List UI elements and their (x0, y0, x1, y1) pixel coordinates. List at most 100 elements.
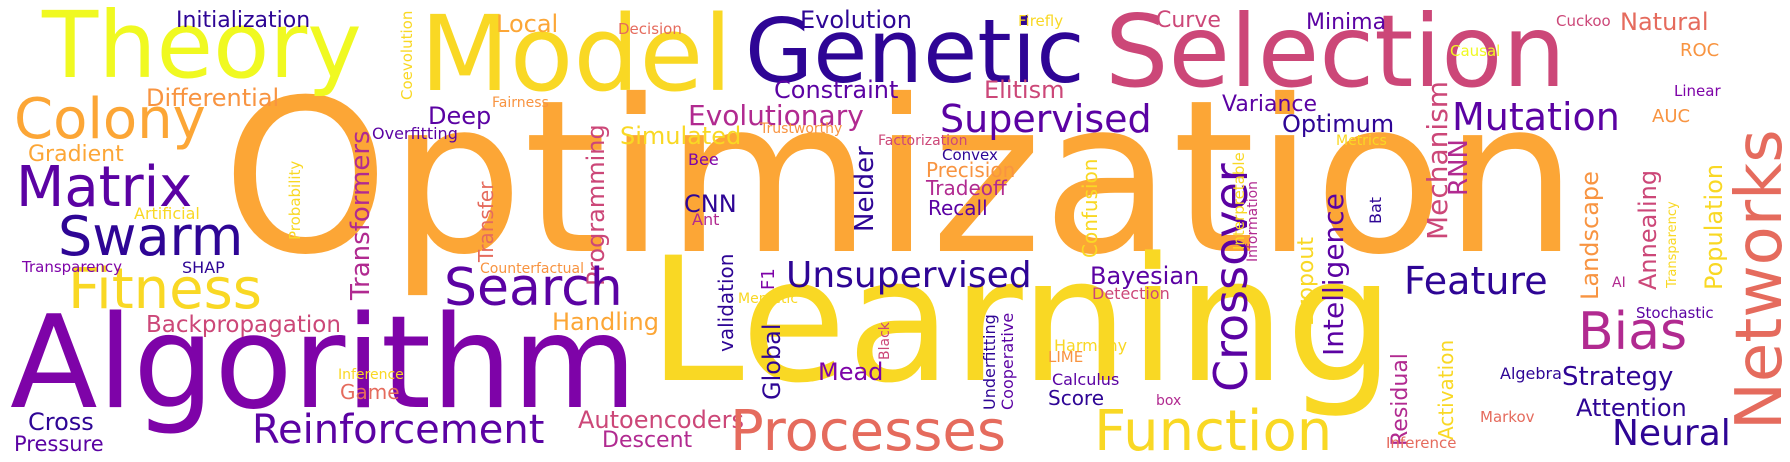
word-bee: Bee (688, 150, 719, 169)
word-dropout: Dropout (1294, 237, 1319, 326)
word-natural: Natural (1620, 8, 1709, 36)
word-matrix: Matrix (16, 155, 193, 220)
word-confusion: Confusion (1078, 158, 1102, 258)
word-genetic: Genetic (745, 0, 1085, 103)
word-mutation: Mutation (1452, 95, 1620, 139)
word-precision: Precision (926, 158, 1016, 182)
word-curve: Curve (1156, 8, 1221, 33)
word-game: Inference (338, 367, 404, 383)
word-bayesian: Bayesian (1090, 262, 1200, 290)
word-autoencoders: Pressure (14, 432, 104, 456)
word-coevolution: Coevolution (398, 10, 416, 100)
word-fitness: Fitness (68, 257, 262, 322)
word-feature: Feature (1404, 259, 1548, 303)
word-ant: Ant (692, 210, 720, 229)
word-validation: validation (714, 253, 738, 352)
word-convex: Convex (942, 146, 998, 164)
word-fairness: Fairness (492, 95, 549, 111)
word-counterfactual: SHAP (182, 258, 225, 277)
word-trustworthy: Trustworthy (760, 121, 843, 137)
word-f1: F1 (758, 268, 779, 290)
word-causal: Causal (1450, 42, 1501, 60)
word-harmony: Harmony (1054, 336, 1128, 355)
word-bat: Bat (1366, 196, 1385, 224)
word-cross: Game (340, 380, 400, 404)
word-intelligence: Intelligence (1317, 193, 1350, 356)
word-markov-visible: Markov (1480, 408, 1535, 426)
word-activation: Activation (1434, 339, 1458, 440)
word-elitism: Elitism (984, 76, 1065, 104)
word-recall: Recall (928, 196, 988, 220)
word-gradient: Gradient (28, 142, 124, 167)
word-cnn: CNN (684, 190, 737, 218)
word-box: box (1156, 393, 1182, 409)
word-optimum: Optimum (1282, 110, 1395, 138)
word-algorithm: Algorithm (10, 289, 637, 438)
word-optimization: Optimization (222, 54, 1579, 301)
word-strategy: Strategy (1562, 362, 1674, 392)
word-underfitting: Underfitting (980, 314, 999, 410)
word-probability: Probability (286, 160, 304, 240)
word-algebra: Algebra (1500, 364, 1562, 383)
word-variance: Variance (1222, 92, 1318, 117)
word-auc: AUC (1652, 106, 1691, 127)
word-metrics: Metrics (1336, 133, 1387, 149)
word-local: Local (496, 10, 559, 38)
word-processes: Processes (730, 399, 1007, 462)
word-descent: Autoencoders (578, 406, 744, 434)
word-explanations: Counterfactual (480, 261, 584, 277)
word-selection: Selection (1105, 0, 1566, 110)
word-artificial: Artificial (134, 204, 200, 223)
word-firefly: Firefly (1018, 12, 1064, 30)
word-information: Information (1245, 180, 1261, 262)
word-neural: Neural (1612, 413, 1731, 454)
word-handling: Handling (552, 308, 659, 336)
word-ai: AI (1612, 275, 1626, 291)
word-shap: Transparency (22, 258, 123, 276)
word-theory: Theory (42, 0, 362, 99)
word-deep: Deep (428, 102, 492, 130)
word-cooperative: Cooperative (998, 312, 1017, 410)
word-mead: Mead (818, 358, 884, 386)
word-unsupervised: Unsupervised (786, 255, 1032, 296)
word-transparency: Transparency (1665, 201, 1680, 288)
word-nelder: Nelder (850, 146, 880, 232)
word-overfitting: Overfitting (372, 124, 458, 143)
word-function: Function (1094, 399, 1333, 462)
word-inference: Inference (1386, 434, 1457, 452)
word-residual: Residual (1388, 353, 1413, 446)
word-evolution: Evolution (800, 6, 912, 34)
word-linear: Linear (1674, 82, 1721, 100)
word-swarm: Swarm (58, 205, 244, 268)
word-bias: Bias (1578, 302, 1688, 362)
word-initialization: Initialization (176, 8, 311, 33)
word-annealing: Annealing (1634, 169, 1662, 290)
word-reinforcement: Reinforcement (252, 407, 545, 453)
word-cuckoo: Cuckoo (1556, 12, 1611, 30)
word-lime: LIME (1048, 348, 1084, 366)
word-constraint: Constraint (774, 76, 899, 104)
word-search: Search (444, 258, 623, 318)
word-transfer: Transfer (474, 181, 498, 262)
word-black: Black (877, 322, 893, 360)
word-colony: Colony (14, 87, 206, 152)
word-population: Population (1700, 163, 1728, 290)
word-factorization: Factorization (878, 133, 968, 149)
word-decision: Decision (618, 20, 682, 38)
word-stochastic-label: Stochastic (1636, 304, 1714, 322)
word-backpropagation: Backpropagation (146, 312, 341, 338)
word-global: Global (758, 323, 786, 400)
word-supervised: Supervised (940, 97, 1152, 141)
word-minima: Minima (1306, 10, 1387, 35)
word-networks: Networks (1723, 129, 1790, 430)
word-calculus: Calculus (1052, 370, 1120, 389)
word-memetic: Memetic (738, 291, 799, 307)
word-evolutionary: Evolutionary (688, 99, 864, 132)
word-detection: Detection (1092, 284, 1170, 303)
word-score: Score (1048, 386, 1105, 410)
word-roc: ROC (1680, 40, 1720, 61)
word-learning: Learning (648, 220, 1395, 421)
word-model: Model (420, 0, 733, 115)
word-transformers: Transformers (346, 130, 376, 300)
